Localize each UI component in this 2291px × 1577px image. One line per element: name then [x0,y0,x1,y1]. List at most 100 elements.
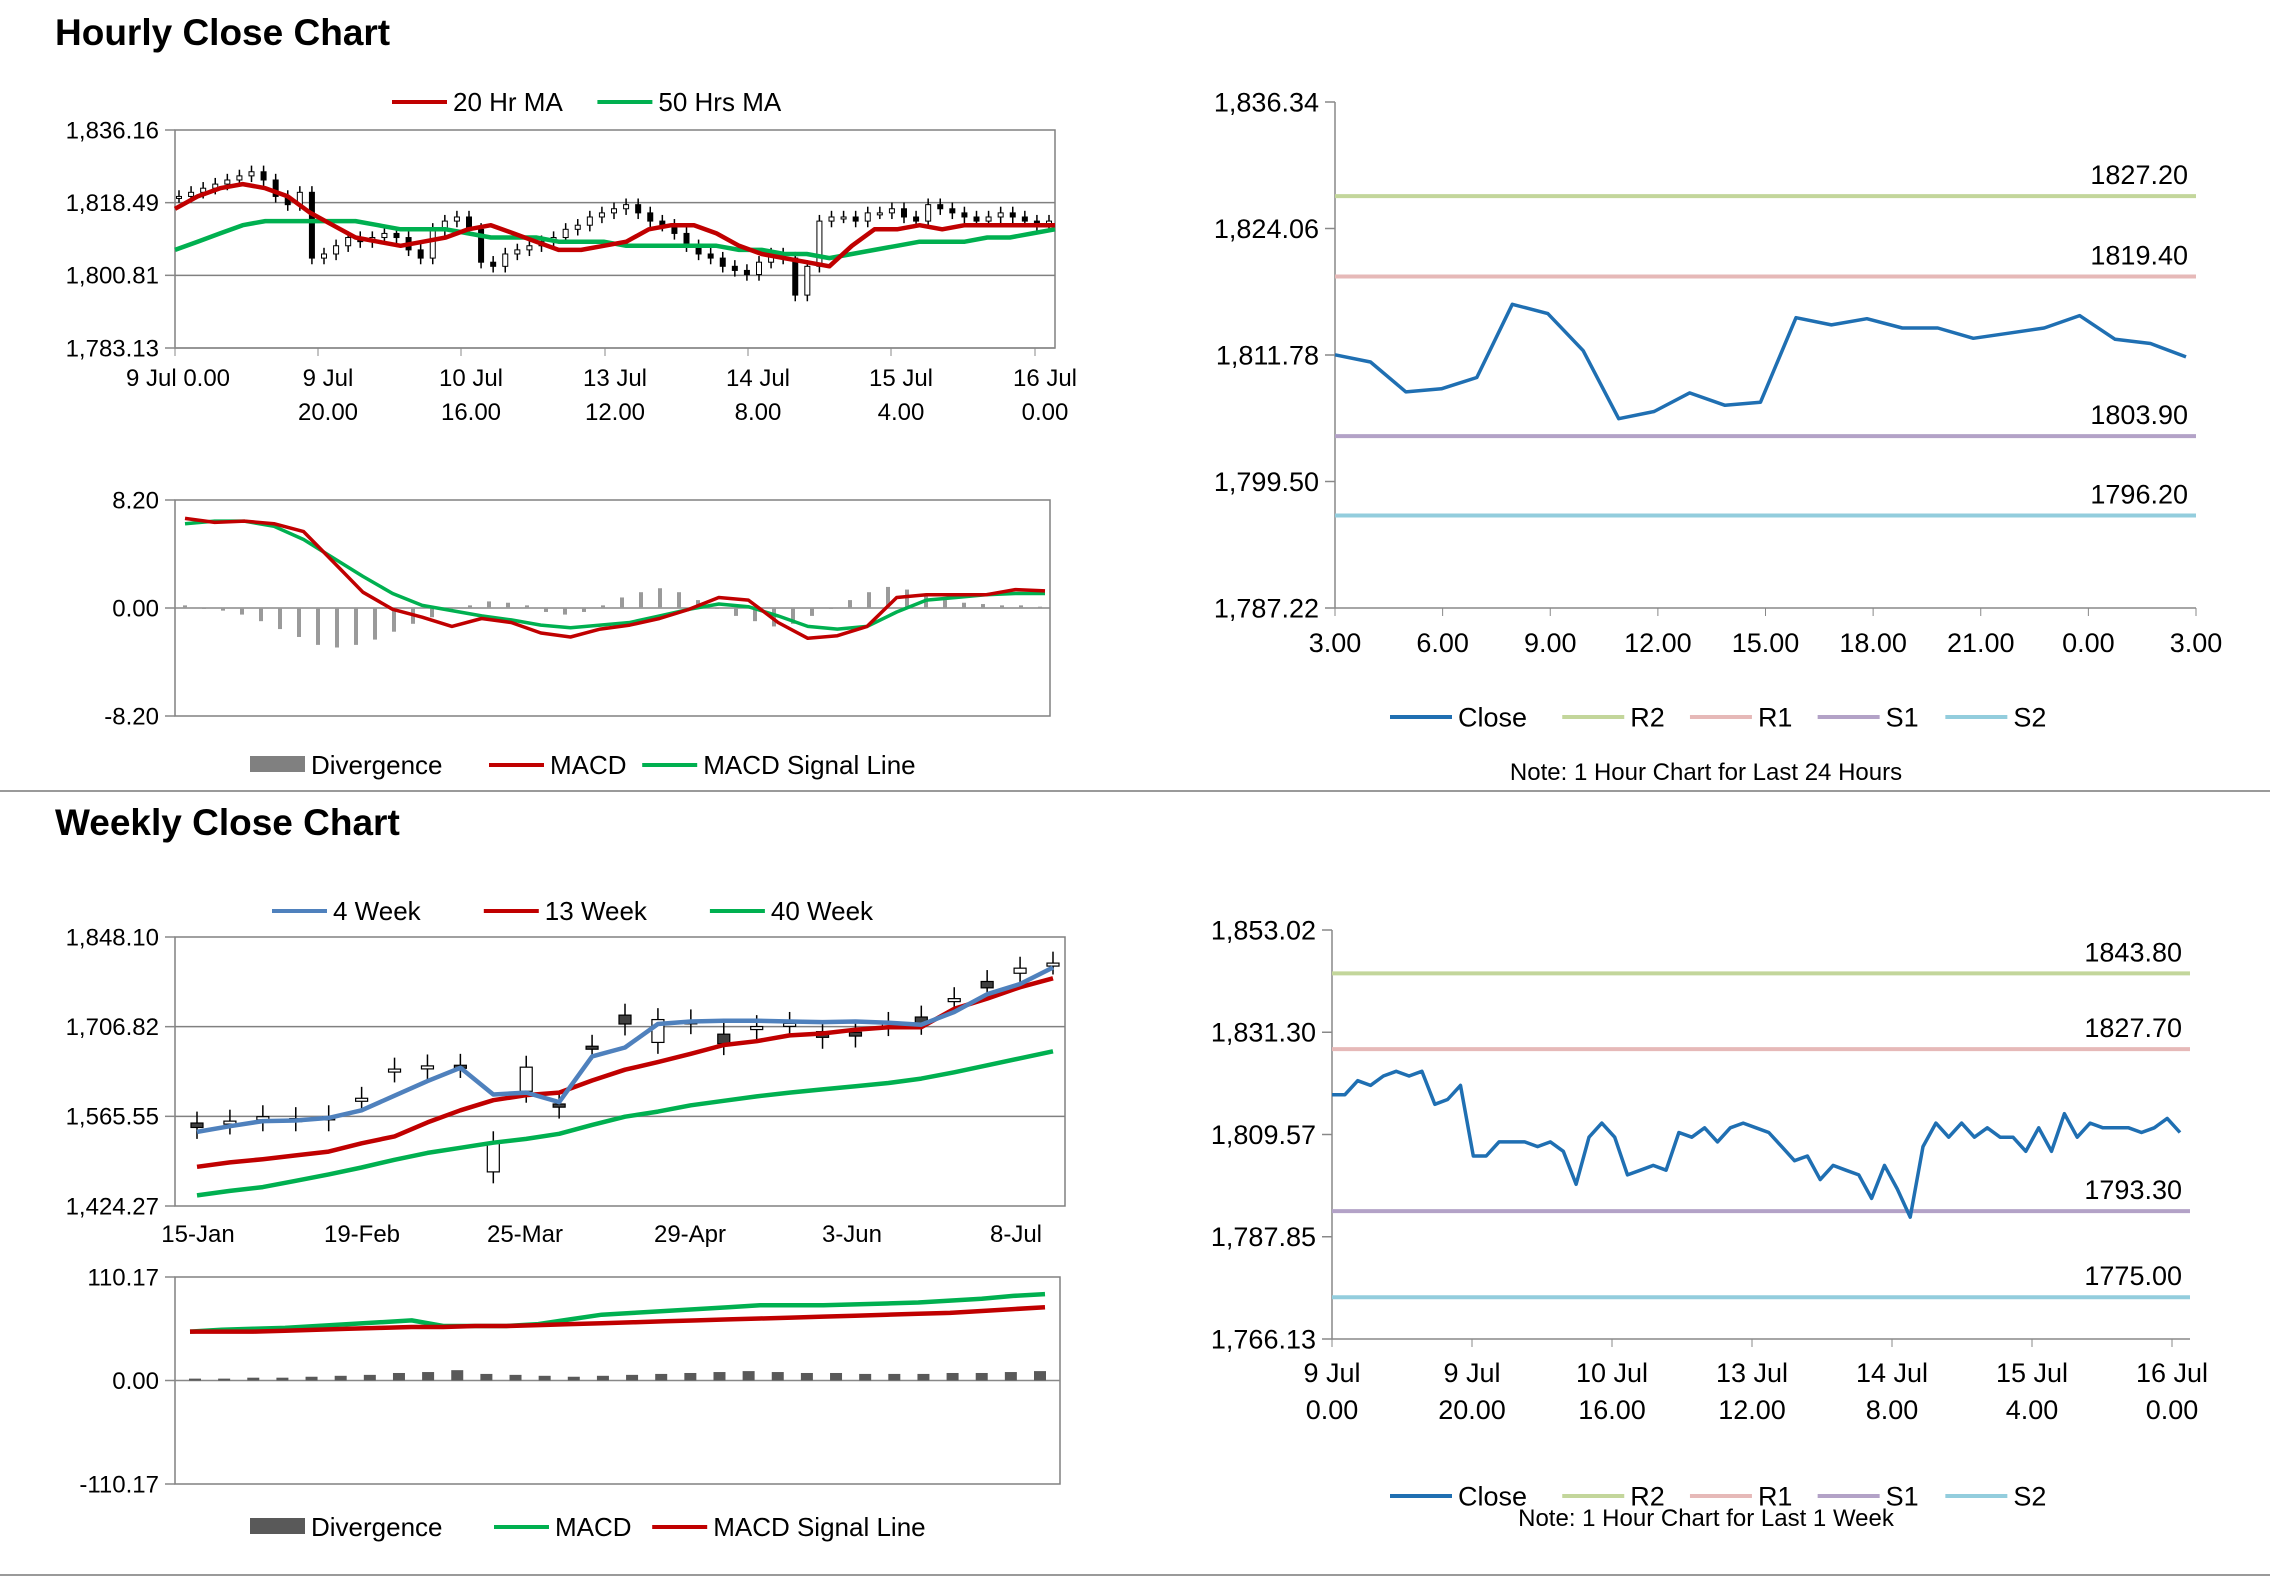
candle-body [236,175,243,181]
divergence-bar [753,608,757,622]
candle-body [973,216,980,222]
divergence-bar [525,605,529,608]
candle-body [429,228,436,259]
y-tick-label: 1,565.55 [66,1104,159,1131]
macd-line [189,1291,1046,1334]
candle-body [828,216,835,222]
divergence-bar [1000,605,1004,608]
divergence-bar [335,608,339,648]
candle-body [598,212,605,218]
x-tick-label: 8.00 [735,399,782,426]
x-tick-label: 12.00 [585,399,645,426]
y-tick-label: -8.20 [104,703,159,730]
candle-body [519,1066,533,1092]
candle-body [490,261,497,267]
y-tick-label: 0.00 [112,1368,159,1395]
divergence-bar [567,1376,580,1381]
level-label-s1: 1803.90 [2090,400,2188,430]
candle-body [420,1065,435,1070]
y-tick-label: 0.00 [112,595,159,622]
level-label-r2: 1827.20 [2090,160,2188,190]
candle-body [1009,212,1016,218]
candle-body [852,216,859,222]
x-tick-label: 14 Jul [1856,1358,1928,1388]
divergence-bar [791,608,795,624]
x-tick-label: 15 Jul [1996,1358,2068,1388]
y-tick-label: 1,853.02 [1211,915,1316,945]
x-tick-label: 16.00 [441,399,501,426]
candle-body [980,980,994,989]
divergence-bar [509,1374,522,1381]
y-tick-label: 1,800.81 [66,263,159,290]
candle-body [333,245,340,255]
x-tick-label: 12.00 [1624,628,1692,658]
divergence-bar [888,1373,901,1381]
divergence-bar [830,1372,843,1381]
divergence-bar [677,592,681,608]
candle-body [321,253,327,259]
divergence-bar [859,1373,872,1381]
divergence-bar [189,1378,201,1381]
x-tick-label: 15.00 [1732,628,1800,658]
y-tick-label: 1,799.50 [1214,467,1319,497]
candle-body [417,249,424,259]
ma20-line [173,181,1055,269]
candle-body [731,265,738,271]
divergence-bar [684,1372,697,1381]
candle-body [248,171,255,177]
weekly-1w-chart: 1,853.02 1,831.30 1,809.57 1,787.85 1,766.13… [1211,915,2208,1532]
divergence-bar [373,608,377,640]
x-tick-label: 16.00 [1578,1395,1646,1425]
y-tick-label: 1,424.27 [66,1193,159,1220]
signal-line [190,1304,1046,1334]
close-line [1334,302,2187,421]
candle-body [997,212,1004,218]
candle-body [864,212,871,222]
divergence-bar [363,1374,376,1381]
divergence-bar [582,608,586,612]
candle-body [1046,962,1060,967]
divergence-bar [639,592,643,608]
weekly-price-chart: 4 Week 13 Week 40 Week 1,848.10 1,706.82 1,56… [66,896,1066,1248]
candle-body [526,245,533,251]
candle-body [783,1022,797,1027]
candle-body [961,212,968,218]
divergence-bar [771,1372,784,1381]
macd-line [184,516,1046,641]
divergence-bar [655,1373,668,1381]
divergence-bar [221,608,225,611]
divergence-bar [334,1375,347,1381]
x-tick-label: 14 Jul [726,365,790,392]
candle-body [901,208,907,218]
divergence-bar [1034,1371,1046,1381]
divergence-bar [886,586,890,608]
divergence-bar [601,605,605,608]
legend-label: 40 Week [771,896,874,926]
level-label-r2: 1843.80 [2084,937,2182,967]
candle-body [840,216,847,220]
x-tick-label: 12.00 [1718,1395,1786,1425]
x-tick-label: 10 Jul [439,365,503,392]
x-tick-label: 0.00 [2146,1395,2199,1425]
signal-line [184,519,1045,631]
legend-label: S2 [2013,702,2046,732]
x-tick-label: 29-Apr [654,1221,726,1248]
legend-label: Divergence [311,1512,443,1542]
divergence-bar [658,588,662,608]
x-tick-label: 9 Jul [1303,1358,1360,1388]
y-tick-label: 1,824.06 [1214,214,1319,244]
candle-body [585,1045,599,1050]
divergence-bar [867,592,871,608]
y-tick-label: 1,831.30 [1211,1018,1316,1048]
divergence-bar [392,1372,405,1381]
candle-body [486,1142,500,1173]
divergence-bar [422,1372,435,1381]
level-label-s2: 1796.20 [2090,479,2188,509]
week4-line [196,965,1055,1135]
candle-body [949,208,956,214]
bottom-divider [0,1574,2270,1576]
divergence-bar [305,1376,318,1381]
x-tick-label: 0.00 [2062,628,2115,658]
candle-body [176,195,182,199]
legend-label: R1 [1758,702,1793,732]
